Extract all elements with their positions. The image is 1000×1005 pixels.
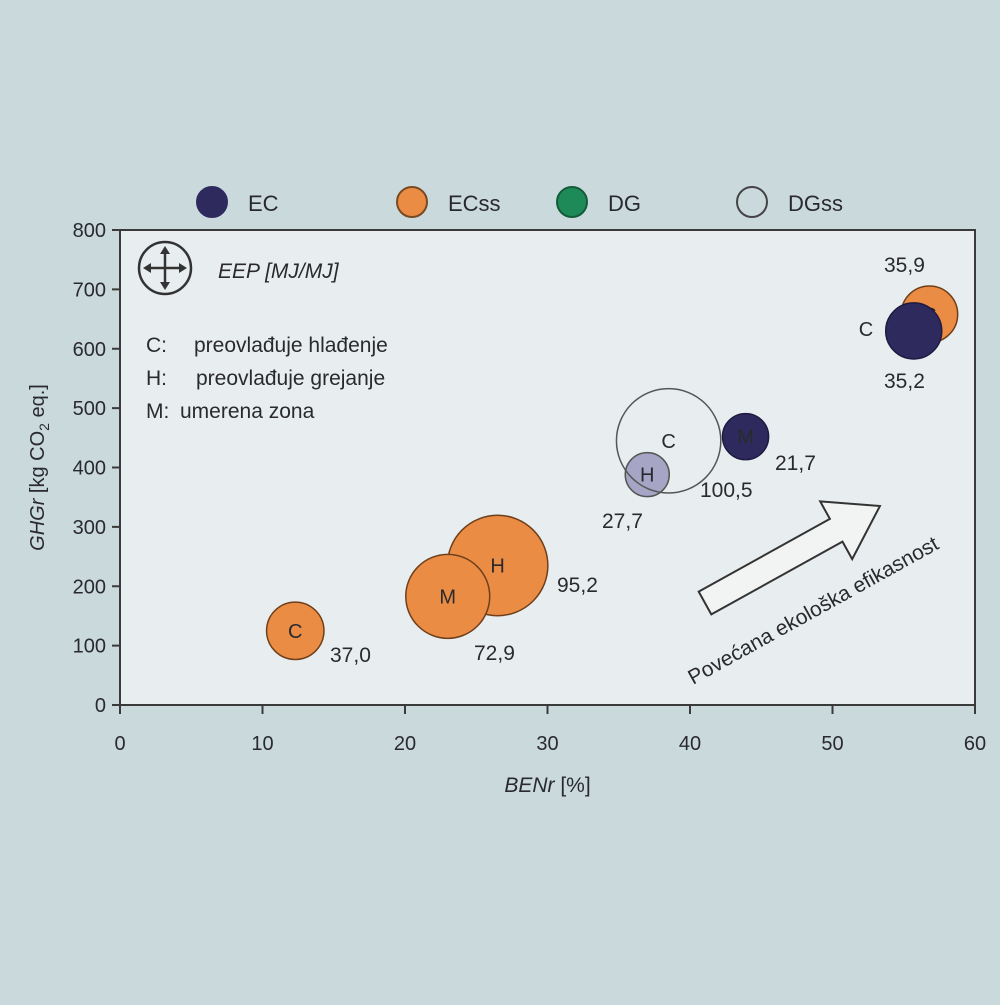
x-axis-label-main: BENr (504, 774, 555, 797)
x-tick-label: 20 (394, 733, 416, 755)
legend-label-dg: DG (608, 191, 641, 216)
legend-swatch-ecss (396, 186, 428, 218)
bubble-zone-label: C (859, 319, 873, 341)
zone-note-text: preovlađuje hlađenje (194, 334, 388, 357)
zone-note-text: umerena zona (180, 400, 315, 423)
x-tick-label: 30 (536, 733, 558, 755)
legend: EC ECss DG DGss (196, 186, 843, 218)
legend-label-dgss: DGss (788, 191, 843, 216)
size-scale-arrowhead (160, 246, 170, 254)
size-scale-arrowhead (179, 263, 187, 273)
y-tick-label: 0 (95, 695, 106, 717)
bubble-eep-value: 27,7 (602, 510, 643, 533)
legend-swatch-dg (556, 186, 588, 218)
x-tick-label: 40 (679, 733, 701, 755)
bubble-eep-value: 72,9 (474, 642, 515, 665)
bubble-ecss-m (405, 553, 491, 640)
y-axis-label: GHGr [kg CO2 eq.] (27, 384, 52, 551)
y-tick-label: 700 (73, 279, 106, 301)
y-tick-label: 100 (73, 636, 106, 658)
legend-swatch-dgss (736, 186, 768, 218)
zone-note-key: M: (146, 400, 169, 423)
bubble-dgss-c (615, 387, 722, 494)
y-axis-label-unit: [kg CO (27, 431, 49, 499)
bubble-eep-value: 37,0 (330, 644, 371, 667)
x-tick-label: 50 (821, 733, 843, 755)
plot-area (119, 229, 976, 706)
bubble-zone-label: M (439, 586, 456, 608)
y-tick-label: 200 (73, 576, 106, 598)
zone-note-key: H: (146, 367, 167, 390)
x-axis-label-unit: [%] (555, 774, 591, 797)
bubble-ecss-c (265, 601, 325, 661)
bubble-eep-value: 35,9 (884, 254, 925, 277)
bubble-zone-label: H (490, 555, 504, 577)
bubble-zone-label: M (737, 427, 754, 449)
bubble-eep-value: 100,5 (700, 479, 753, 502)
y-axis-label-main: GHGr (27, 497, 49, 551)
legend-swatch-ec (196, 186, 228, 218)
size-scale-icon (137, 240, 193, 296)
axes: 0 100 200 300 400 500 600 700 800 0 10 20 30 40 50 60 BE… (27, 220, 986, 797)
y-tick-label: 500 (73, 398, 106, 420)
bubble-zone-label: C (288, 621, 302, 643)
y-tick-label: 600 (73, 339, 106, 361)
legend-label-ec: EC (248, 191, 279, 216)
size-scale-arrowhead (160, 282, 170, 290)
bubble-eep-value: 21,7 (775, 452, 816, 475)
x-tick-label: 60 (964, 733, 986, 755)
eco-efficiency-arrow-shape (697, 500, 882, 616)
bubble-eep-value: 35,2 (884, 370, 925, 393)
x-tick-label: 10 (251, 733, 273, 755)
y-axis-label-end: eq.] (27, 384, 49, 423)
size-scale-arrowhead (143, 263, 151, 273)
legend-label-ecss: ECss (448, 191, 501, 216)
bubble-dgss-h (624, 451, 670, 498)
y-axis-label-sub: 2 (36, 423, 52, 431)
y-tick-label: 300 (73, 517, 106, 539)
size-scale-label: EEP [MJ/MJ] (218, 260, 340, 283)
bubble-ec-c (884, 302, 943, 360)
bubble-ec-m (721, 412, 770, 461)
zone-note-key: C: (146, 334, 167, 357)
bubble-zone-label: H (640, 465, 654, 487)
y-tick-label: 800 (73, 220, 106, 242)
zone-note-text: preovlađuje grejanje (196, 367, 385, 390)
bubble-eep-value: 95,2 (557, 574, 598, 597)
bubbles: H95,2M72,9C37,0C35,9C35,2H27,7M21,7C100,… (265, 254, 959, 667)
x-axis-label: BENr [%] (504, 774, 590, 797)
y-tick-label: 400 (73, 458, 106, 480)
eco-efficiency-arrow (697, 500, 882, 616)
size-scale-circle (137, 240, 193, 296)
x-tick-label: 0 (114, 733, 125, 755)
bubble-zone-label: C (661, 431, 675, 453)
